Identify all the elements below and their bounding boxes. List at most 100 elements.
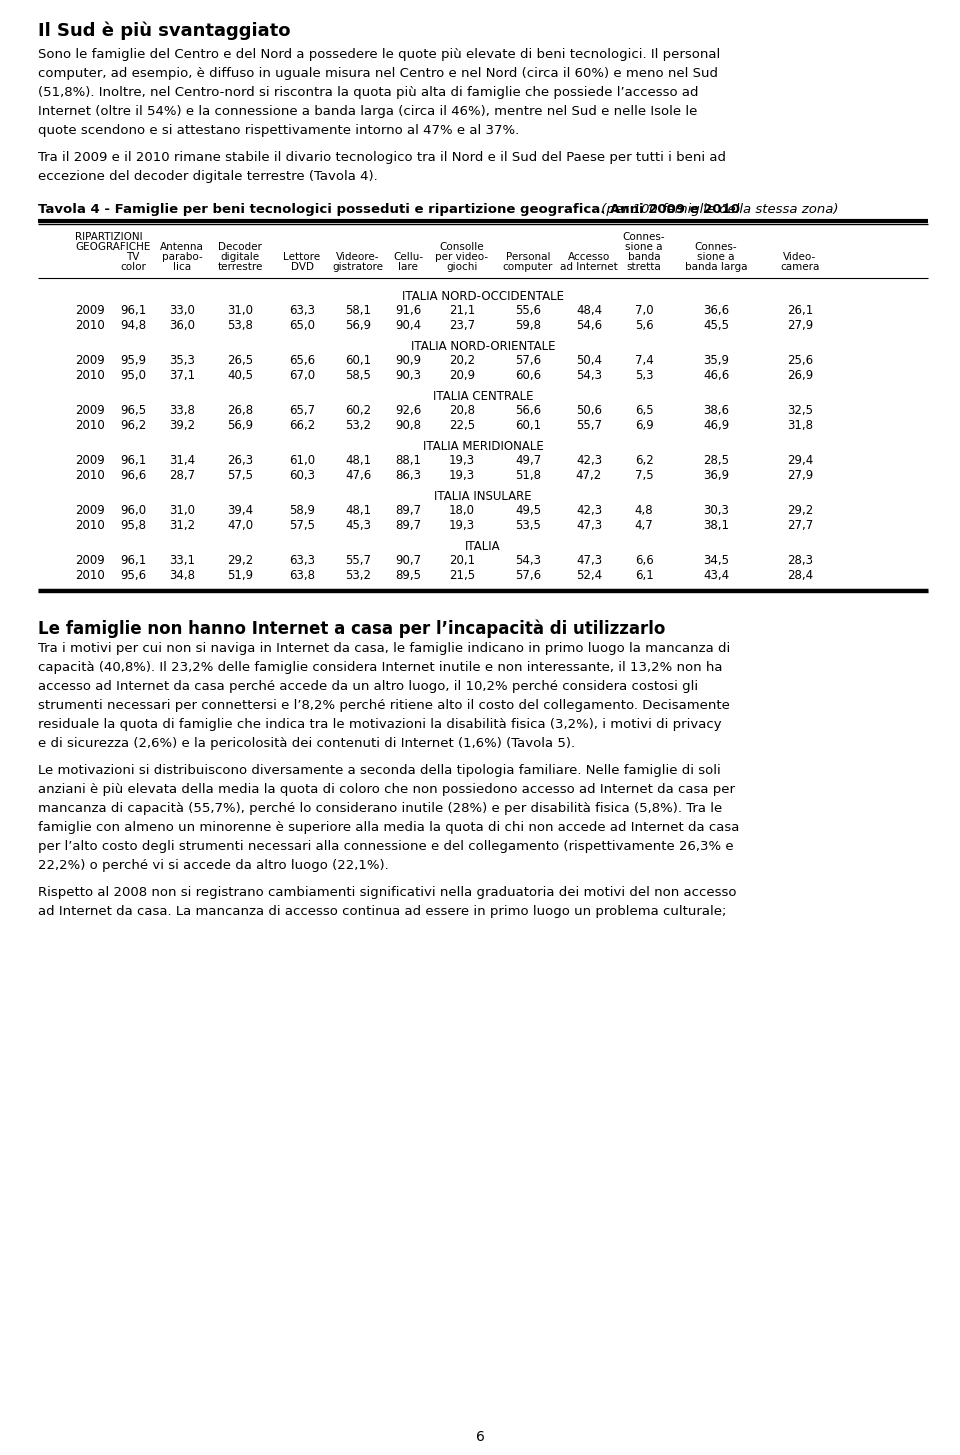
Text: 45,5: 45,5 [703,319,729,332]
Text: 2009: 2009 [75,554,105,567]
Text: 6: 6 [475,1430,485,1443]
Text: giochi: giochi [446,262,478,272]
Text: Sono le famiglie del Centro e del Nord a possedere le quote più elevate di beni : Sono le famiglie del Centro e del Nord a… [38,48,720,61]
Text: (51,8%). Inoltre, nel Centro-nord si riscontra la quota più alta di famiglie che: (51,8%). Inoltre, nel Centro-nord si ris… [38,86,699,99]
Text: 48,1: 48,1 [345,503,372,517]
Text: 91,6: 91,6 [395,304,421,317]
Text: Antenna: Antenna [160,242,204,252]
Text: 96,0: 96,0 [120,503,146,517]
Text: 5,3: 5,3 [635,370,653,383]
Text: 54,3: 54,3 [515,554,541,567]
Text: 96,5: 96,5 [120,404,146,418]
Text: Videore-: Videore- [336,252,380,262]
Text: 56,9: 56,9 [227,419,253,432]
Text: 49,5: 49,5 [515,503,541,517]
Text: ad Internet: ad Internet [560,262,618,272]
Text: 2010: 2010 [75,569,105,582]
Text: 21,5: 21,5 [449,569,475,582]
Text: 2009: 2009 [75,404,105,418]
Text: 66,2: 66,2 [289,419,315,432]
Text: 20,2: 20,2 [449,354,475,367]
Text: 29,4: 29,4 [787,454,813,467]
Text: Connes-: Connes- [623,231,665,242]
Text: 55,7: 55,7 [576,419,602,432]
Text: 18,0: 18,0 [449,503,475,517]
Text: digitale: digitale [221,252,259,262]
Text: 32,5: 32,5 [787,404,813,418]
Text: 96,6: 96,6 [120,469,146,482]
Text: 35,3: 35,3 [169,354,195,367]
Text: 47,3: 47,3 [576,554,602,567]
Text: 53,8: 53,8 [228,319,252,332]
Text: Personal: Personal [506,252,550,262]
Text: 60,1: 60,1 [515,419,541,432]
Text: 65,7: 65,7 [289,404,315,418]
Text: 23,7: 23,7 [449,319,475,332]
Text: Connes-: Connes- [695,242,737,252]
Text: Tra i motivi per cui non si naviga in Internet da casa, le famiglie indicano in : Tra i motivi per cui non si naviga in In… [38,642,731,655]
Text: 95,8: 95,8 [120,519,146,533]
Text: 86,3: 86,3 [395,469,421,482]
Text: 90,9: 90,9 [395,354,421,367]
Text: ad Internet da casa. La mancanza di accesso continua ad essere in primo luogo un: ad Internet da casa. La mancanza di acce… [38,905,727,918]
Text: Internet (oltre il 54%) e la connessione a banda larga (circa il 46%), mentre ne: Internet (oltre il 54%) e la connessione… [38,105,697,118]
Text: 57,5: 57,5 [289,519,315,533]
Text: 47,6: 47,6 [345,469,372,482]
Text: 37,1: 37,1 [169,370,195,383]
Text: 34,8: 34,8 [169,569,195,582]
Text: mancanza di capacità (55,7%), perché lo considerano inutile (28%) e per disabili: mancanza di capacità (55,7%), perché lo … [38,802,722,815]
Text: 40,5: 40,5 [227,370,253,383]
Text: 26,8: 26,8 [227,404,253,418]
Text: sione a: sione a [697,252,734,262]
Text: RIPARTIZIONI: RIPARTIZIONI [75,231,143,242]
Text: DVD: DVD [291,262,314,272]
Text: 26,5: 26,5 [227,354,253,367]
Text: 95,6: 95,6 [120,569,146,582]
Text: 50,4: 50,4 [576,354,602,367]
Text: Le motivazioni si distribuiscono diversamente a seconda della tipologia familiar: Le motivazioni si distribuiscono diversa… [38,764,721,777]
Text: 47,2: 47,2 [576,469,602,482]
Text: 88,1: 88,1 [395,454,421,467]
Text: computer: computer [503,262,553,272]
Text: per video-: per video- [436,252,489,262]
Text: banda larga: banda larga [684,262,747,272]
Text: 42,3: 42,3 [576,503,602,517]
Text: 29,2: 29,2 [227,554,253,567]
Text: 60,1: 60,1 [345,354,372,367]
Text: ITALIA CENTRALE: ITALIA CENTRALE [433,390,533,403]
Text: 2009: 2009 [75,454,105,467]
Text: 22,5: 22,5 [449,419,475,432]
Text: 30,3: 30,3 [703,503,729,517]
Text: banda: banda [628,252,660,262]
Text: 2009: 2009 [75,354,105,367]
Text: 63,3: 63,3 [289,304,315,317]
Text: 26,9: 26,9 [787,370,813,383]
Text: 52,4: 52,4 [576,569,602,582]
Text: lare: lare [398,262,418,272]
Text: lica: lica [173,262,191,272]
Text: 2009: 2009 [75,503,105,517]
Text: 61,0: 61,0 [289,454,315,467]
Text: sione a: sione a [625,242,662,252]
Text: 90,8: 90,8 [395,419,421,432]
Text: 22,2%) o perché vi si accede da altro luogo (22,1%).: 22,2%) o perché vi si accede da altro lu… [38,858,389,872]
Text: Rispetto al 2008 non si registrano cambiamenti significativi nella graduatoria d: Rispetto al 2008 non si registrano cambi… [38,886,736,899]
Text: 89,5: 89,5 [395,569,421,582]
Text: 65,6: 65,6 [289,354,315,367]
Text: 89,7: 89,7 [395,503,421,517]
Text: 48,4: 48,4 [576,304,602,317]
Text: residuale la quota di famiglie che indica tra le motivazioni la disabilità fisic: residuale la quota di famiglie che indic… [38,717,722,730]
Text: color: color [120,262,146,272]
Text: Le famiglie non hanno Internet a casa per l’incapacità di utilizzarlo: Le famiglie non hanno Internet a casa pe… [38,620,665,639]
Text: 55,6: 55,6 [515,304,541,317]
Text: 2010: 2010 [75,370,105,383]
Text: 47,0: 47,0 [227,519,253,533]
Text: 21,1: 21,1 [449,304,475,317]
Text: 58,9: 58,9 [289,503,315,517]
Text: computer, ad esempio, è diffuso in uguale misura nel Centro e nel Nord (circa il: computer, ad esempio, è diffuso in ugual… [38,67,718,80]
Text: Tra il 2009 e il 2010 rimane stabile il divario tecnologico tra il Nord e il Sud: Tra il 2009 e il 2010 rimane stabile il … [38,151,726,164]
Text: 26,3: 26,3 [227,454,253,467]
Text: 92,6: 92,6 [395,404,421,418]
Text: 94,8: 94,8 [120,319,146,332]
Text: 45,3: 45,3 [345,519,371,533]
